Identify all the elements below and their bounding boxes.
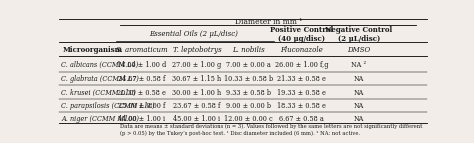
Text: 26.00 ± 1.00 f,g: 26.00 ± 1.00 f,g bbox=[275, 61, 328, 69]
Text: C. parapsilosis (CCMM L18): C. parapsilosis (CCMM L18) bbox=[61, 102, 155, 110]
Text: S. aromaticum: S. aromaticum bbox=[116, 46, 168, 54]
Text: NA: NA bbox=[354, 102, 364, 110]
Text: L. nobilis: L. nobilis bbox=[232, 46, 265, 54]
Text: Essential Oils (2 μL/disc): Essential Oils (2 μL/disc) bbox=[149, 30, 238, 38]
Text: 20.33 ± 0.58 e: 20.33 ± 0.58 e bbox=[118, 89, 166, 97]
Text: A. niger (CCMM M100): A. niger (CCMM M100) bbox=[61, 115, 139, 123]
Text: 6.67 ± 0.58 a: 6.67 ± 0.58 a bbox=[279, 115, 324, 123]
Text: 9.33 ± 0.58 b: 9.33 ± 0.58 b bbox=[226, 89, 271, 97]
Text: Data are means ± standard deviations (n = 3). Values followed by the same letter: Data are means ± standard deviations (n … bbox=[120, 123, 422, 129]
Text: 23.67 ± 0.58 f: 23.67 ± 0.58 f bbox=[173, 102, 221, 110]
Text: 30.00 ± 1.00 h: 30.00 ± 1.00 h bbox=[173, 89, 222, 97]
Text: 27.00 ± 1.00 g: 27.00 ± 1.00 g bbox=[173, 61, 222, 69]
Text: NA: NA bbox=[354, 75, 364, 83]
Text: Diameter in mm ¹: Diameter in mm ¹ bbox=[235, 18, 302, 26]
Text: 9.00 ± 0.00 b: 9.00 ± 0.00 b bbox=[226, 102, 271, 110]
Text: (p > 0.05) by the Tukey’s post-hoc test. ¹ Disc diameter included (6 mm). ² NA: : (p > 0.05) by the Tukey’s post-hoc test.… bbox=[120, 131, 360, 136]
Text: NA: NA bbox=[354, 115, 364, 123]
Text: Fluconazole: Fluconazole bbox=[280, 46, 323, 54]
Text: 7.00 ± 0.00 a: 7.00 ± 0.00 a bbox=[226, 61, 271, 69]
Text: Negative Control
(2 μL/disc): Negative Control (2 μL/disc) bbox=[325, 26, 392, 43]
Text: 25.00 ± 0.00 f: 25.00 ± 0.00 f bbox=[118, 102, 165, 110]
Text: Microorganism: Microorganism bbox=[62, 46, 122, 54]
Text: 30.67 ± 1.15 h: 30.67 ± 1.15 h bbox=[173, 75, 222, 83]
Text: C. albicans (CCMM L4): C. albicans (CCMM L4) bbox=[61, 61, 138, 69]
Text: 14.00 ± 1.00 d: 14.00 ± 1.00 d bbox=[117, 61, 166, 69]
Text: C. glabrata (CCMM L7): C. glabrata (CCMM L7) bbox=[61, 75, 139, 83]
Text: 21.33 ± 0.58 e: 21.33 ± 0.58 e bbox=[277, 75, 326, 83]
Text: C. krusei (CCMM L10): C. krusei (CCMM L10) bbox=[61, 89, 136, 97]
Text: 44.00 ± 1.00 i: 44.00 ± 1.00 i bbox=[118, 115, 165, 123]
Text: 18.33 ± 0.58 e: 18.33 ± 0.58 e bbox=[277, 102, 326, 110]
Text: NA: NA bbox=[354, 89, 364, 97]
Text: 45.00 ± 1.00 i: 45.00 ± 1.00 i bbox=[173, 115, 220, 123]
Text: T. leptobotrys: T. leptobotrys bbox=[173, 46, 221, 54]
Text: 19.33 ± 0.58 e: 19.33 ± 0.58 e bbox=[277, 89, 326, 97]
Text: NA ²: NA ² bbox=[351, 61, 366, 69]
Text: 24.67 ± 0.58 f: 24.67 ± 0.58 f bbox=[118, 75, 165, 83]
Text: Positive Control
(40 μg/disc): Positive Control (40 μg/disc) bbox=[270, 26, 333, 43]
Text: 10.33 ± 0.58 b: 10.33 ± 0.58 b bbox=[224, 75, 273, 83]
Text: DMSO: DMSO bbox=[347, 46, 370, 54]
Text: 12.00 ± 0.00 c: 12.00 ± 0.00 c bbox=[224, 115, 273, 123]
